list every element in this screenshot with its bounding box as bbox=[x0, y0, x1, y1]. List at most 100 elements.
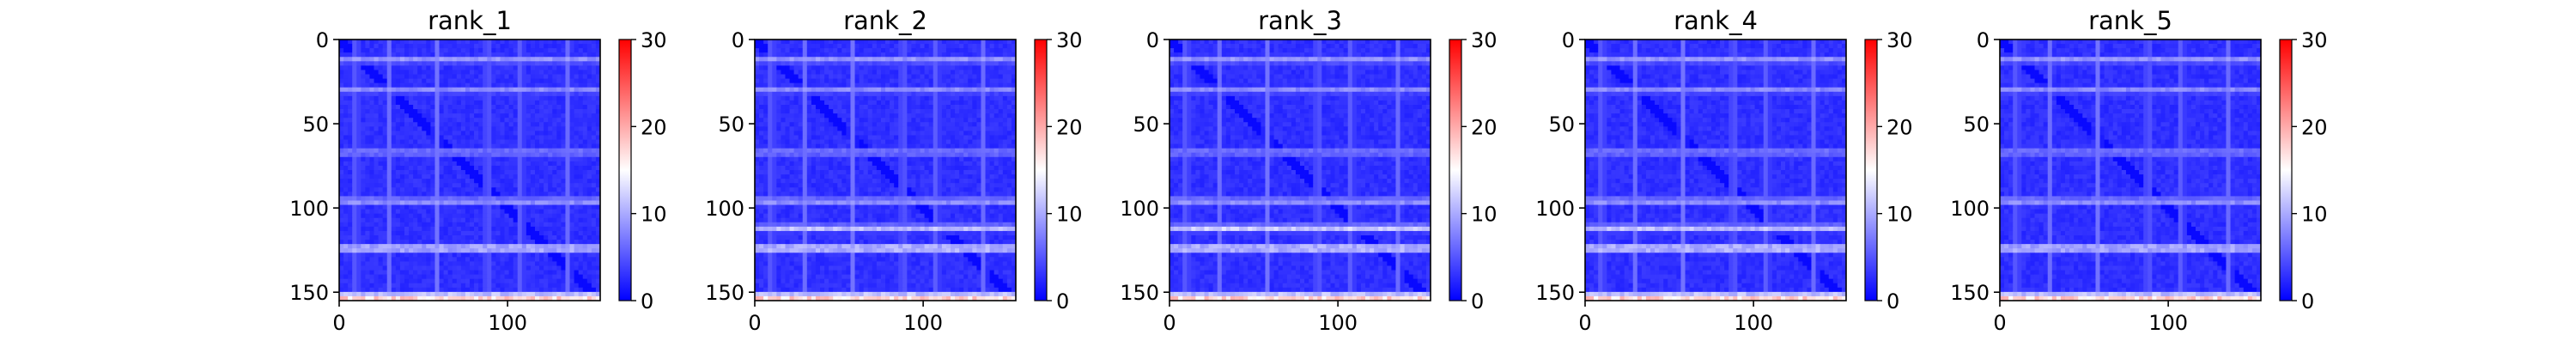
heatmap-cell bbox=[785, 135, 789, 139]
heatmap-cell bbox=[422, 214, 426, 218]
heatmap-cell bbox=[850, 79, 854, 83]
heatmap-cell bbox=[352, 235, 356, 240]
heatmap-cell bbox=[413, 70, 417, 74]
heatmap-cell bbox=[776, 57, 781, 61]
heatmap-cell bbox=[759, 61, 763, 65]
heatmap-cell bbox=[920, 48, 925, 52]
heatmap-cell bbox=[565, 222, 569, 227]
heatmap-cell bbox=[785, 57, 789, 61]
heatmap-cell bbox=[343, 292, 348, 296]
heatmap-cell bbox=[565, 192, 569, 196]
heatmap-cell bbox=[365, 105, 369, 109]
heatmap-cell bbox=[387, 75, 392, 79]
heatmap-cell bbox=[929, 88, 933, 92]
heatmap-cell bbox=[369, 275, 374, 279]
heatmap-cell bbox=[422, 196, 426, 200]
heatmap-cell bbox=[981, 83, 985, 88]
heatmap-cell bbox=[491, 61, 495, 65]
heatmap-cell bbox=[417, 187, 422, 192]
heatmap-cell bbox=[365, 227, 369, 231]
heatmap-cell bbox=[959, 40, 963, 44]
heatmap-cell bbox=[790, 126, 794, 131]
heatmap-cell bbox=[841, 70, 846, 74]
heatmap-cell bbox=[465, 292, 470, 296]
heatmap-cell bbox=[544, 218, 548, 222]
heatmap-cell bbox=[339, 275, 343, 279]
heatmap-cell bbox=[539, 157, 544, 161]
heatmap-cell bbox=[976, 79, 981, 83]
heatmap-cell bbox=[902, 109, 907, 113]
heatmap-cell bbox=[785, 109, 789, 113]
heatmap-cell bbox=[518, 244, 522, 248]
heatmap-cell bbox=[544, 75, 548, 79]
heatmap-cell bbox=[807, 79, 811, 83]
heatmap-cell bbox=[352, 75, 356, 79]
heatmap-cell bbox=[986, 92, 990, 96]
heatmap-cell bbox=[803, 65, 807, 70]
heatmap-cell bbox=[881, 135, 885, 139]
heatmap-cell bbox=[522, 200, 526, 204]
heatmap-cell bbox=[803, 126, 807, 131]
heatmap-cell bbox=[379, 96, 383, 100]
heatmap-cell bbox=[513, 109, 518, 113]
heatmap-cell bbox=[959, 131, 963, 135]
heatmap-cell bbox=[379, 265, 383, 270]
heatmap-cell bbox=[426, 144, 430, 149]
heatmap-cell bbox=[574, 161, 579, 166]
heatmap-cell bbox=[574, 52, 579, 57]
heatmap-cell bbox=[465, 113, 470, 118]
heatmap-cell bbox=[409, 122, 413, 126]
heatmap-cell bbox=[365, 144, 369, 149]
heatmap-cell bbox=[339, 166, 343, 170]
heatmap-cell bbox=[776, 118, 781, 122]
heatmap-cell bbox=[561, 179, 565, 183]
heatmap-cell bbox=[986, 131, 990, 135]
heatmap-cell bbox=[505, 292, 509, 296]
heatmap-cell bbox=[465, 244, 470, 248]
heatmap-cell bbox=[470, 52, 474, 57]
heatmap-cell bbox=[500, 40, 504, 44]
heatmap-cell bbox=[369, 161, 374, 166]
heatmap-cell bbox=[570, 174, 574, 179]
heatmap-cell bbox=[561, 96, 565, 100]
heatmap-cell bbox=[915, 126, 920, 131]
heatmap-cell bbox=[552, 218, 556, 222]
heatmap-cell bbox=[448, 214, 453, 218]
heatmap-cell bbox=[374, 248, 379, 253]
heatmap-cell bbox=[539, 283, 544, 288]
heatmap-cell bbox=[942, 122, 946, 126]
heatmap-cell bbox=[811, 57, 816, 61]
heatmap-cell bbox=[972, 113, 976, 118]
heatmap-cell bbox=[868, 100, 872, 105]
heatmap-cell bbox=[946, 40, 951, 44]
heatmap-cell bbox=[361, 166, 365, 170]
heatmap-cell bbox=[426, 205, 430, 210]
heatmap-cell bbox=[990, 65, 994, 70]
heatmap-cell bbox=[404, 157, 409, 161]
heatmap-cell bbox=[440, 265, 444, 270]
heatmap-cell bbox=[426, 187, 430, 192]
heatmap-cell bbox=[790, 61, 794, 65]
heatmap-cell bbox=[811, 92, 816, 96]
heatmap-cell bbox=[379, 140, 383, 144]
heatmap-cell bbox=[860, 75, 864, 79]
heatmap-cell bbox=[487, 83, 491, 88]
heatmap-cell bbox=[579, 187, 583, 192]
heatmap-cell bbox=[448, 183, 453, 187]
heatmap-cell bbox=[478, 174, 483, 179]
heatmap-cell bbox=[461, 235, 465, 240]
heatmap-cell bbox=[548, 192, 552, 196]
heatmap-cell bbox=[487, 244, 491, 248]
heatmap-cell bbox=[392, 196, 396, 200]
heatmap-cell bbox=[518, 166, 522, 170]
heatmap-cell bbox=[976, 44, 981, 48]
heatmap-cell bbox=[986, 61, 990, 65]
heatmap-cell bbox=[387, 140, 392, 144]
heatmap-cell bbox=[379, 210, 383, 214]
heatmap-cell bbox=[430, 261, 434, 265]
heatmap-cell bbox=[513, 196, 518, 200]
heatmap-cell bbox=[981, 122, 985, 126]
heatmap-cell bbox=[579, 100, 583, 105]
heatmap-cell bbox=[781, 100, 785, 105]
heatmap-cell bbox=[379, 200, 383, 204]
